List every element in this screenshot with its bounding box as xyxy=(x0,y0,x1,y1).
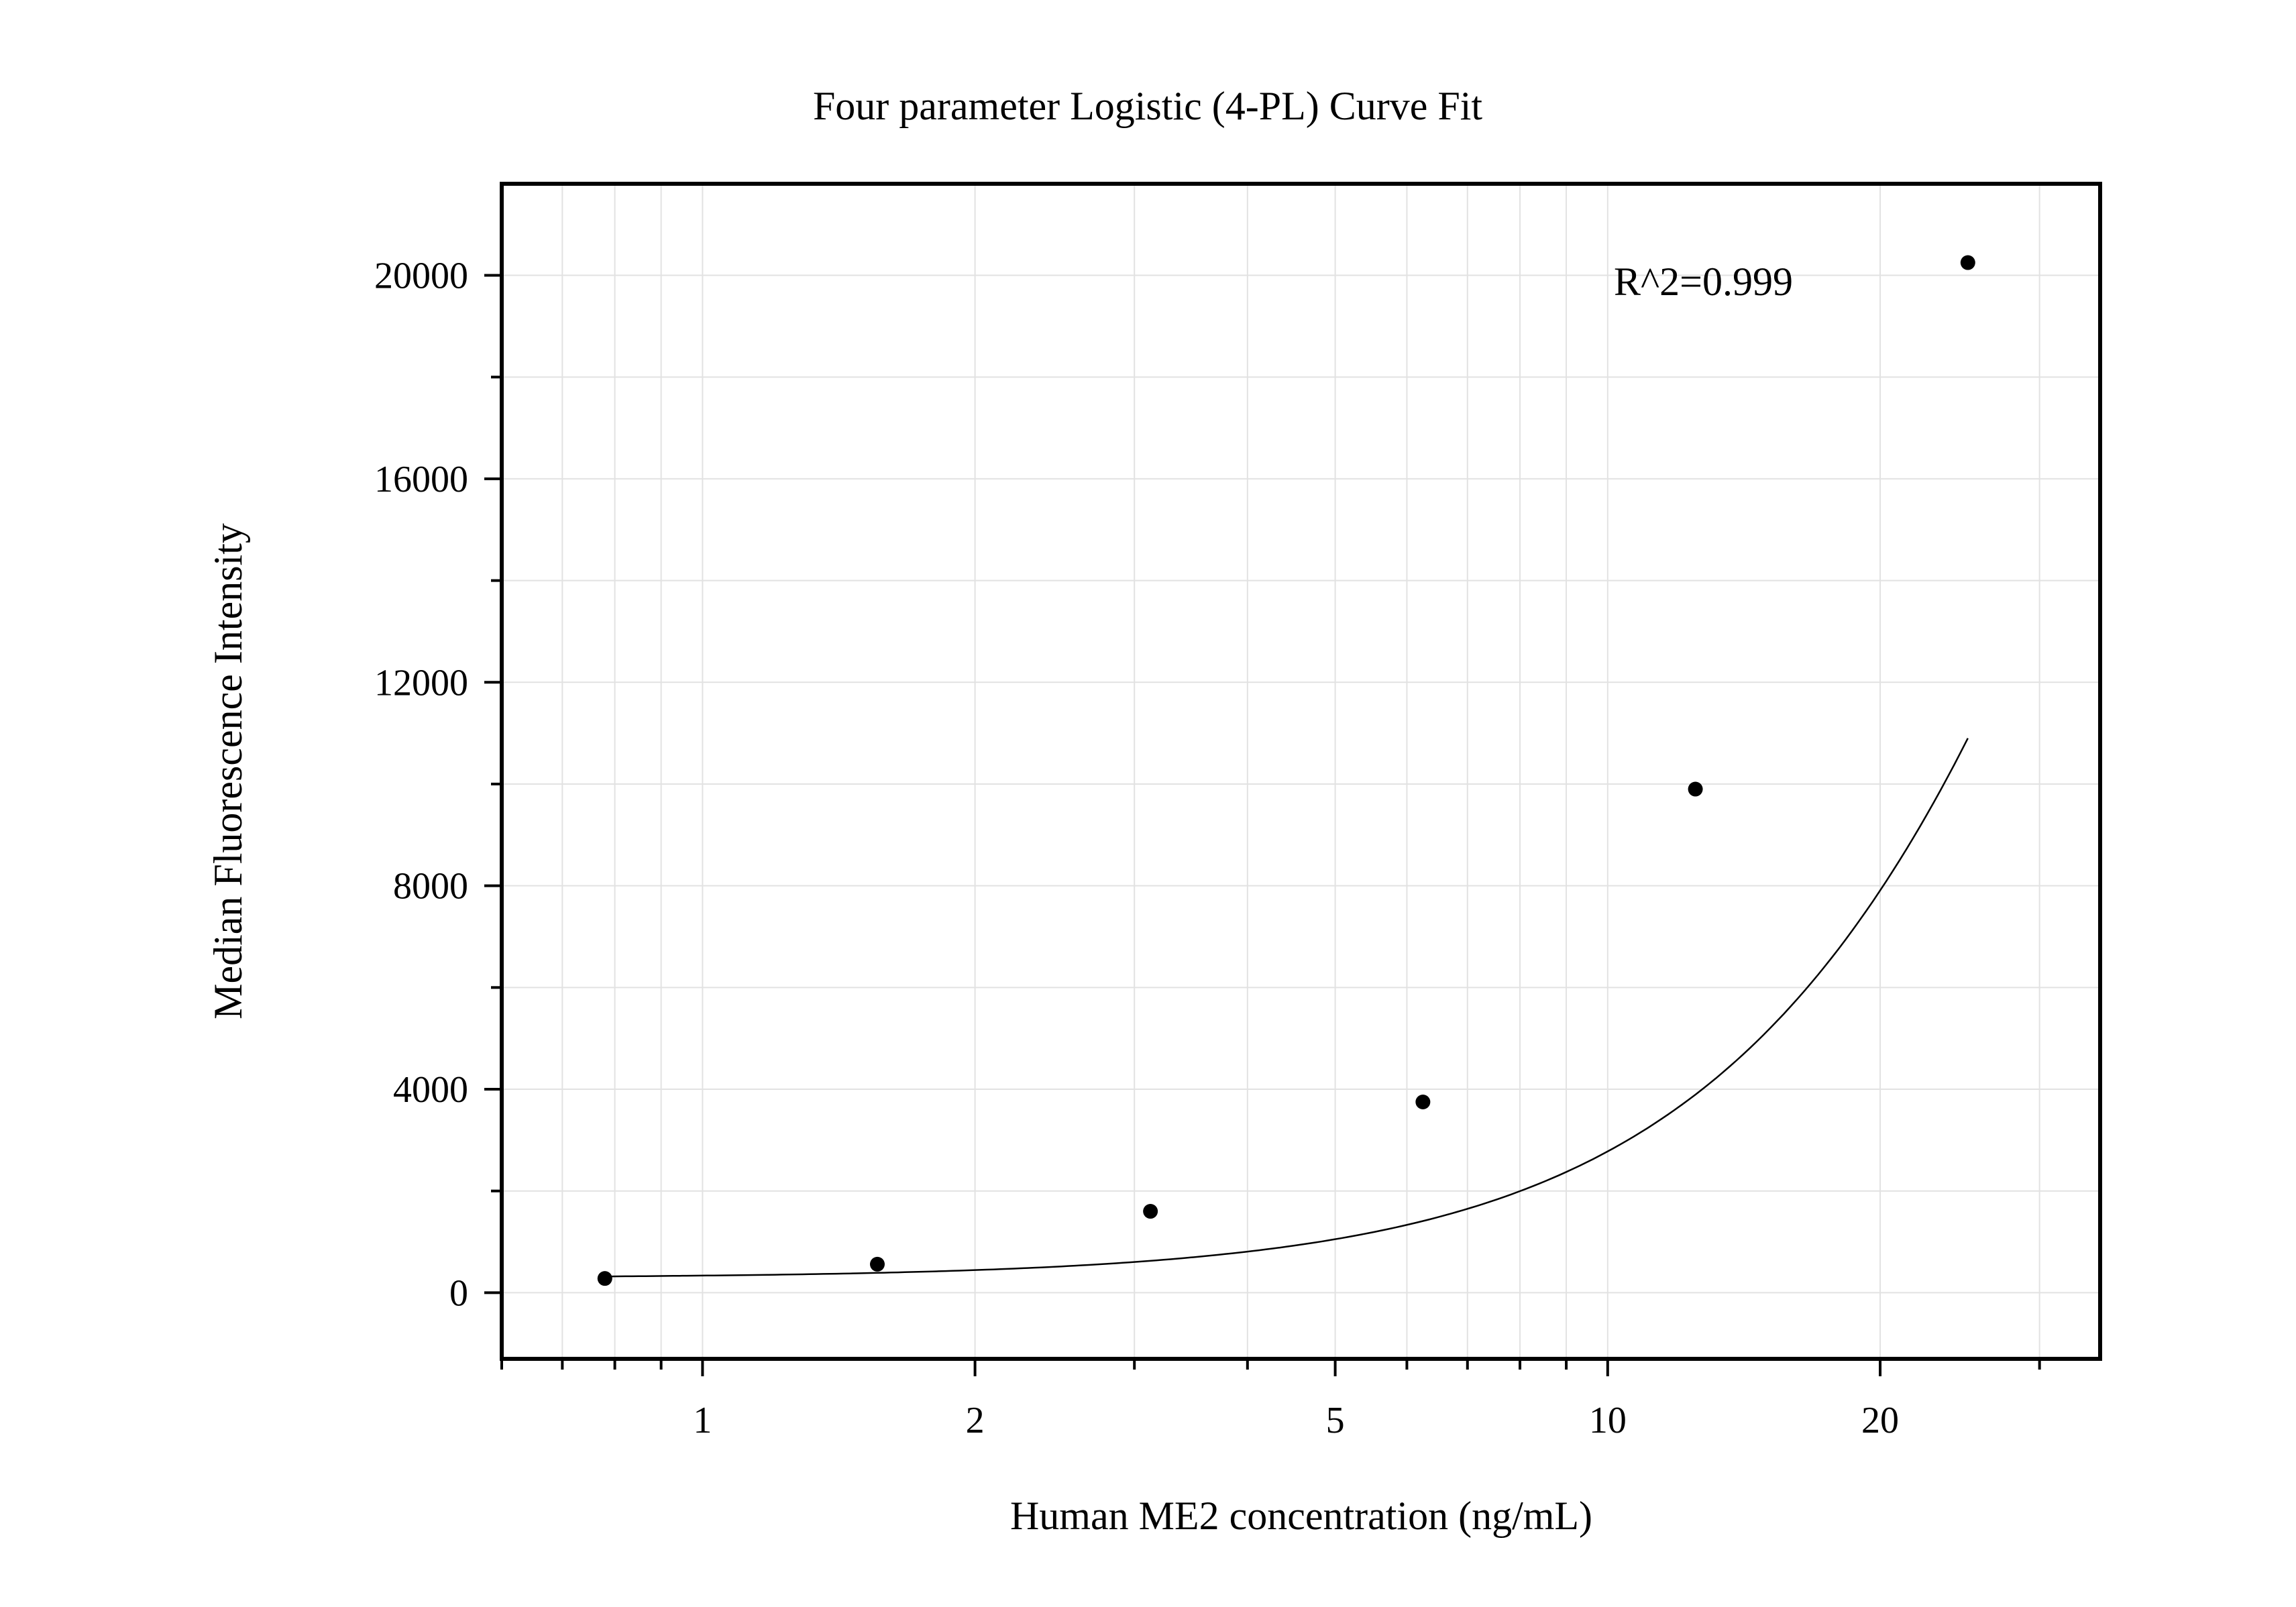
data-point xyxy=(869,1256,885,1272)
ticks-layer xyxy=(484,274,2041,1376)
data-point xyxy=(1688,781,1703,797)
y-tick-label: 20000 xyxy=(374,256,468,297)
y-tick-label: 16000 xyxy=(374,459,468,500)
y-tick-label: 0 xyxy=(449,1272,468,1314)
y-tick-label: 12000 xyxy=(374,662,468,704)
y-tick-label: 8000 xyxy=(393,866,468,907)
points-layer xyxy=(597,255,1975,1286)
grid-layer xyxy=(501,184,2100,1359)
data-point xyxy=(1415,1094,1431,1109)
data-point xyxy=(1960,255,1975,270)
data-point xyxy=(597,1271,612,1286)
plot-frame xyxy=(500,182,2102,1361)
x-tick-label: 20 xyxy=(1861,1400,1899,1441)
y-tick-label: 4000 xyxy=(393,1069,468,1111)
x-tick-label: 5 xyxy=(1326,1400,1345,1441)
x-tick-label: 2 xyxy=(966,1400,985,1441)
x-axis-label: Human ME2 concentration (ng/mL) xyxy=(1010,1494,1592,1538)
x-tick-label: 1 xyxy=(693,1400,712,1441)
curve-layer xyxy=(604,738,1969,1278)
fit-curve-line xyxy=(604,738,1969,1278)
r-squared-annotation: R^2=0.999 xyxy=(1614,260,1793,304)
data-point xyxy=(1143,1204,1158,1219)
y-axis-label: Median Fluorescence Intensity xyxy=(206,523,250,1019)
x-tick-label: 10 xyxy=(1589,1400,1627,1441)
chart-title: Four parameter Logistic (4-PL) Curve Fit xyxy=(813,84,1482,128)
